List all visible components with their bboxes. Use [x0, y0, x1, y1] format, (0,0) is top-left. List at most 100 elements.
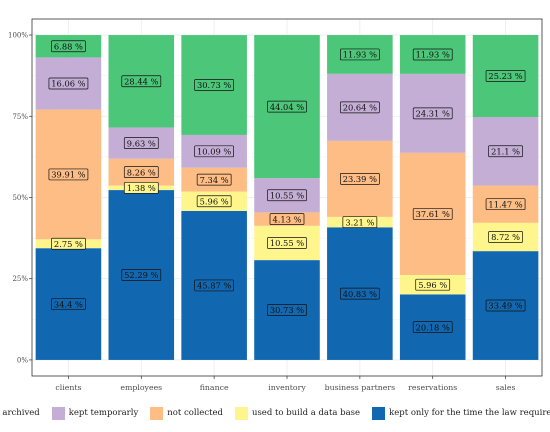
data-label: 20.64 % [343, 103, 377, 113]
data-label-box [488, 145, 523, 158]
legend-item: kept temporarly [51, 406, 139, 420]
data-label: 3.21 % [345, 217, 374, 227]
data-label-box [340, 48, 380, 61]
legend-label: not collected [167, 408, 223, 418]
data-label: 37.61 % [416, 209, 450, 219]
x-tick-label: inventory [268, 383, 306, 392]
data-label-box [269, 213, 305, 225]
data-label: 28.44 % [124, 76, 158, 86]
data-label-box [485, 70, 526, 82]
data-label: 10.55 % [270, 190, 304, 200]
data-label: 34.4 % [54, 299, 83, 309]
x-tick-label: employees [120, 383, 162, 392]
data-label: 25.23 % [488, 71, 522, 81]
data-label-box [121, 269, 162, 281]
data-label-box [412, 208, 453, 220]
data-label: 8.26 % [127, 167, 156, 177]
data-label-box [194, 79, 234, 91]
x-tick-label: finance [200, 383, 229, 392]
legend-item: used to build a data base [234, 406, 361, 420]
data-label: 11.93 % [343, 50, 377, 60]
data-label: 52.29 % [124, 270, 158, 280]
legend-item: kept only for the time the law requires … [372, 406, 550, 420]
x-tick-label: reservations [408, 383, 457, 392]
data-label: 40.83 % [343, 289, 377, 299]
data-label: 11.93 % [416, 50, 450, 60]
data-labels: 34.4 % 2.75 % 39.91 % 16.06 % 6.88 % 52.29 % 1… [48, 40, 526, 334]
bars [35, 35, 539, 360]
data-label-box [194, 145, 234, 158]
data-label-box [48, 168, 89, 181]
legend-swatch [234, 406, 248, 420]
data-label: 5.96 % [200, 196, 229, 206]
y-tick-label: 0% [17, 356, 28, 364]
data-label: 20.18 % [416, 322, 450, 332]
data-label-box [412, 107, 453, 120]
data-label-box [51, 237, 86, 250]
data-label: 30.73 % [197, 80, 231, 90]
data-label: 5.96 % [418, 280, 447, 290]
data-label: 6.88 % [54, 41, 83, 51]
data-label-box [342, 216, 378, 228]
data-label-box [196, 173, 232, 186]
data-label-box [123, 137, 159, 149]
data-label-box [415, 278, 451, 291]
data-label-box [485, 299, 526, 312]
legend-label: archived [2, 408, 40, 418]
data-label: 30.73 % [270, 305, 304, 315]
y-tick-label: 25% [12, 275, 28, 283]
x-tick-label: clients [55, 383, 81, 392]
data-label: 9.63 % [127, 138, 156, 148]
data-label: 1.38 % [127, 183, 156, 193]
legend-swatch [51, 406, 65, 420]
data-label-box [412, 321, 453, 334]
data-label: 21.1 % [491, 146, 520, 156]
legend-label: used to build a data base [251, 408, 361, 418]
data-label: 45.87 % [197, 281, 231, 291]
data-label-box [340, 173, 380, 185]
data-label: 23.39 % [343, 174, 377, 184]
data-label: 10.55 % [270, 238, 304, 248]
data-label: 16.06 % [51, 79, 85, 89]
legend-label: kept temporarly [68, 408, 139, 418]
data-label: 2.75 % [54, 239, 83, 249]
data-label-box [485, 198, 526, 211]
data-label: 8.72 % [491, 232, 520, 242]
data-label-box [123, 166, 159, 179]
x-tick-label: sales [496, 383, 516, 392]
legend: archived kept temporarly not collected used… [0, 402, 550, 424]
data-label: 33.49 % [488, 301, 522, 311]
legend-swatch [372, 406, 386, 420]
data-label-box [123, 181, 159, 194]
legend-item: archived [0, 407, 40, 420]
data-label-box [196, 195, 232, 208]
y-tick-label: 50% [12, 194, 28, 202]
data-label-box [267, 237, 307, 249]
x-tick-label: business partners [325, 383, 396, 392]
data-label-box [340, 101, 380, 114]
legend-swatch [150, 406, 164, 420]
legend-item: not collected [150, 406, 223, 420]
data-label-box [340, 287, 380, 300]
y-tick-label: 75% [12, 113, 28, 121]
data-label-box [194, 279, 234, 292]
data-label-box [51, 298, 86, 310]
data-label: 24.31 % [416, 109, 450, 119]
data-label-box [48, 77, 89, 90]
y-tick-label: 100% [8, 32, 28, 40]
data-label: 7.34 % [200, 175, 229, 185]
data-label: 10.09 % [197, 147, 231, 157]
data-label-box [412, 48, 453, 61]
data-label-box [488, 231, 523, 243]
legend-label: kept only for the time the law requires … [389, 408, 550, 418]
x-axis: clients employees finance inventory business… [55, 376, 515, 392]
data-label: 4.13 % [273, 214, 302, 224]
data-label-box [121, 75, 162, 88]
data-label-box [267, 304, 307, 316]
y-axis: 0% 25% 50% 75% 100% [8, 32, 32, 364]
data-label-box [267, 189, 307, 202]
data-label: 11.47 % [488, 199, 522, 209]
data-label-box [51, 40, 86, 53]
